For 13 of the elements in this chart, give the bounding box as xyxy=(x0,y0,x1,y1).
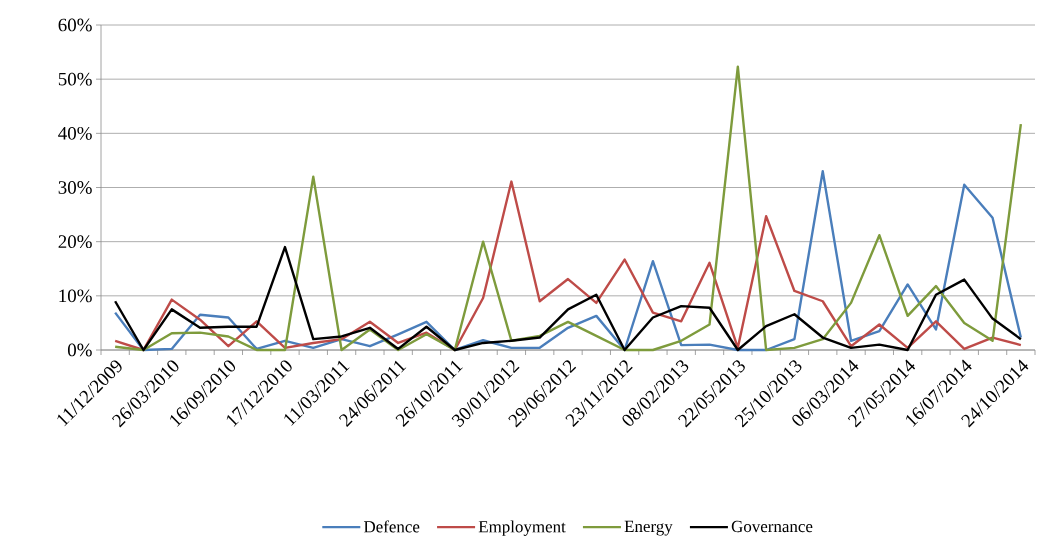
legend-label: Energy xyxy=(624,520,673,536)
y-tick-label: 20% xyxy=(58,235,92,249)
y-tick-label: 50% xyxy=(58,72,92,86)
y-tick-label: 40% xyxy=(58,126,92,140)
line-series xyxy=(113,65,1023,352)
legend-label: Governance xyxy=(731,520,813,533)
y-tick-label: 60% xyxy=(58,18,92,32)
legend-label: Employment xyxy=(478,520,566,536)
legend-label: Defence xyxy=(363,520,420,533)
y-tick-label: 10% xyxy=(59,289,92,303)
y-tick-label: 0% xyxy=(67,343,92,357)
line-series xyxy=(113,245,1023,352)
y-tick-label: 30% xyxy=(58,181,92,194)
